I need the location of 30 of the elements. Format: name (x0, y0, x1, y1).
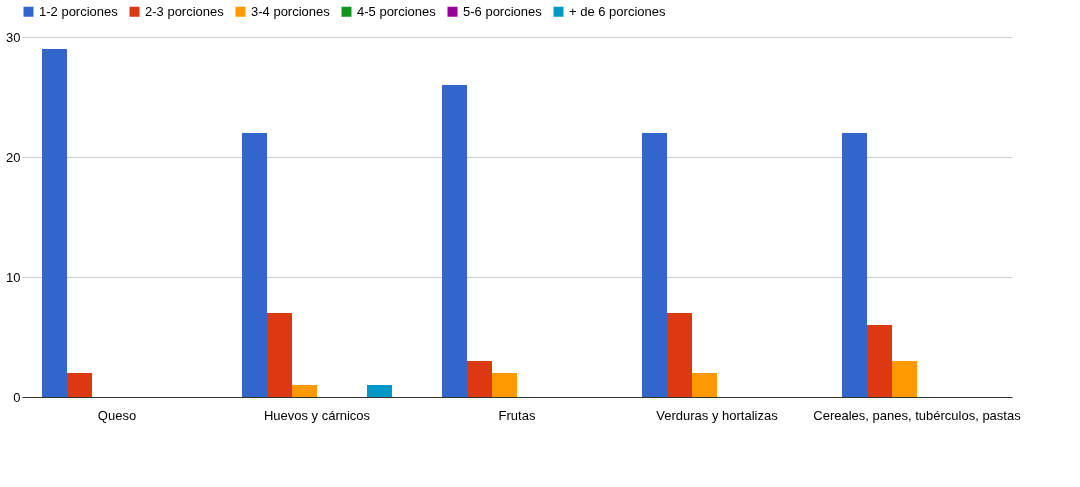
y-tick-label: 20 (6, 149, 21, 165)
legend-label: 4-5 porciones (357, 3, 437, 19)
x-tick-label: Frutas (498, 407, 536, 423)
legend-label: + de 6 porciones (569, 3, 666, 19)
x-tick-label: Huevos y cárnicos (263, 407, 371, 423)
bar (367, 385, 392, 397)
bar (67, 373, 92, 397)
y-tick-label: 30 (6, 29, 21, 45)
x-tick-label: Queso (97, 407, 137, 423)
y-tick-label: 10 (6, 269, 21, 285)
bar (842, 133, 867, 397)
bar (867, 325, 892, 397)
bar (642, 133, 667, 397)
bar (267, 313, 292, 397)
x-tick-label: Verduras y hortalizas (656, 407, 779, 423)
x-tick-label: Cereales, panes, tubérculos, pastas (813, 407, 1022, 423)
legend-label: 2-3 porciones (145, 3, 225, 19)
legend-label: 3-4 porciones (251, 3, 331, 19)
legend-label: 1-2 porciones (39, 3, 119, 19)
bar (42, 49, 67, 397)
y-tick-label: 0 (13, 389, 21, 405)
bar (492, 373, 517, 397)
bar (692, 373, 717, 397)
bar (442, 85, 467, 397)
legend-label: 5-6 porciones (463, 3, 543, 19)
bar (467, 361, 492, 397)
bar (892, 361, 917, 397)
bar (667, 313, 692, 397)
bar (242, 133, 267, 397)
bar (292, 385, 317, 397)
